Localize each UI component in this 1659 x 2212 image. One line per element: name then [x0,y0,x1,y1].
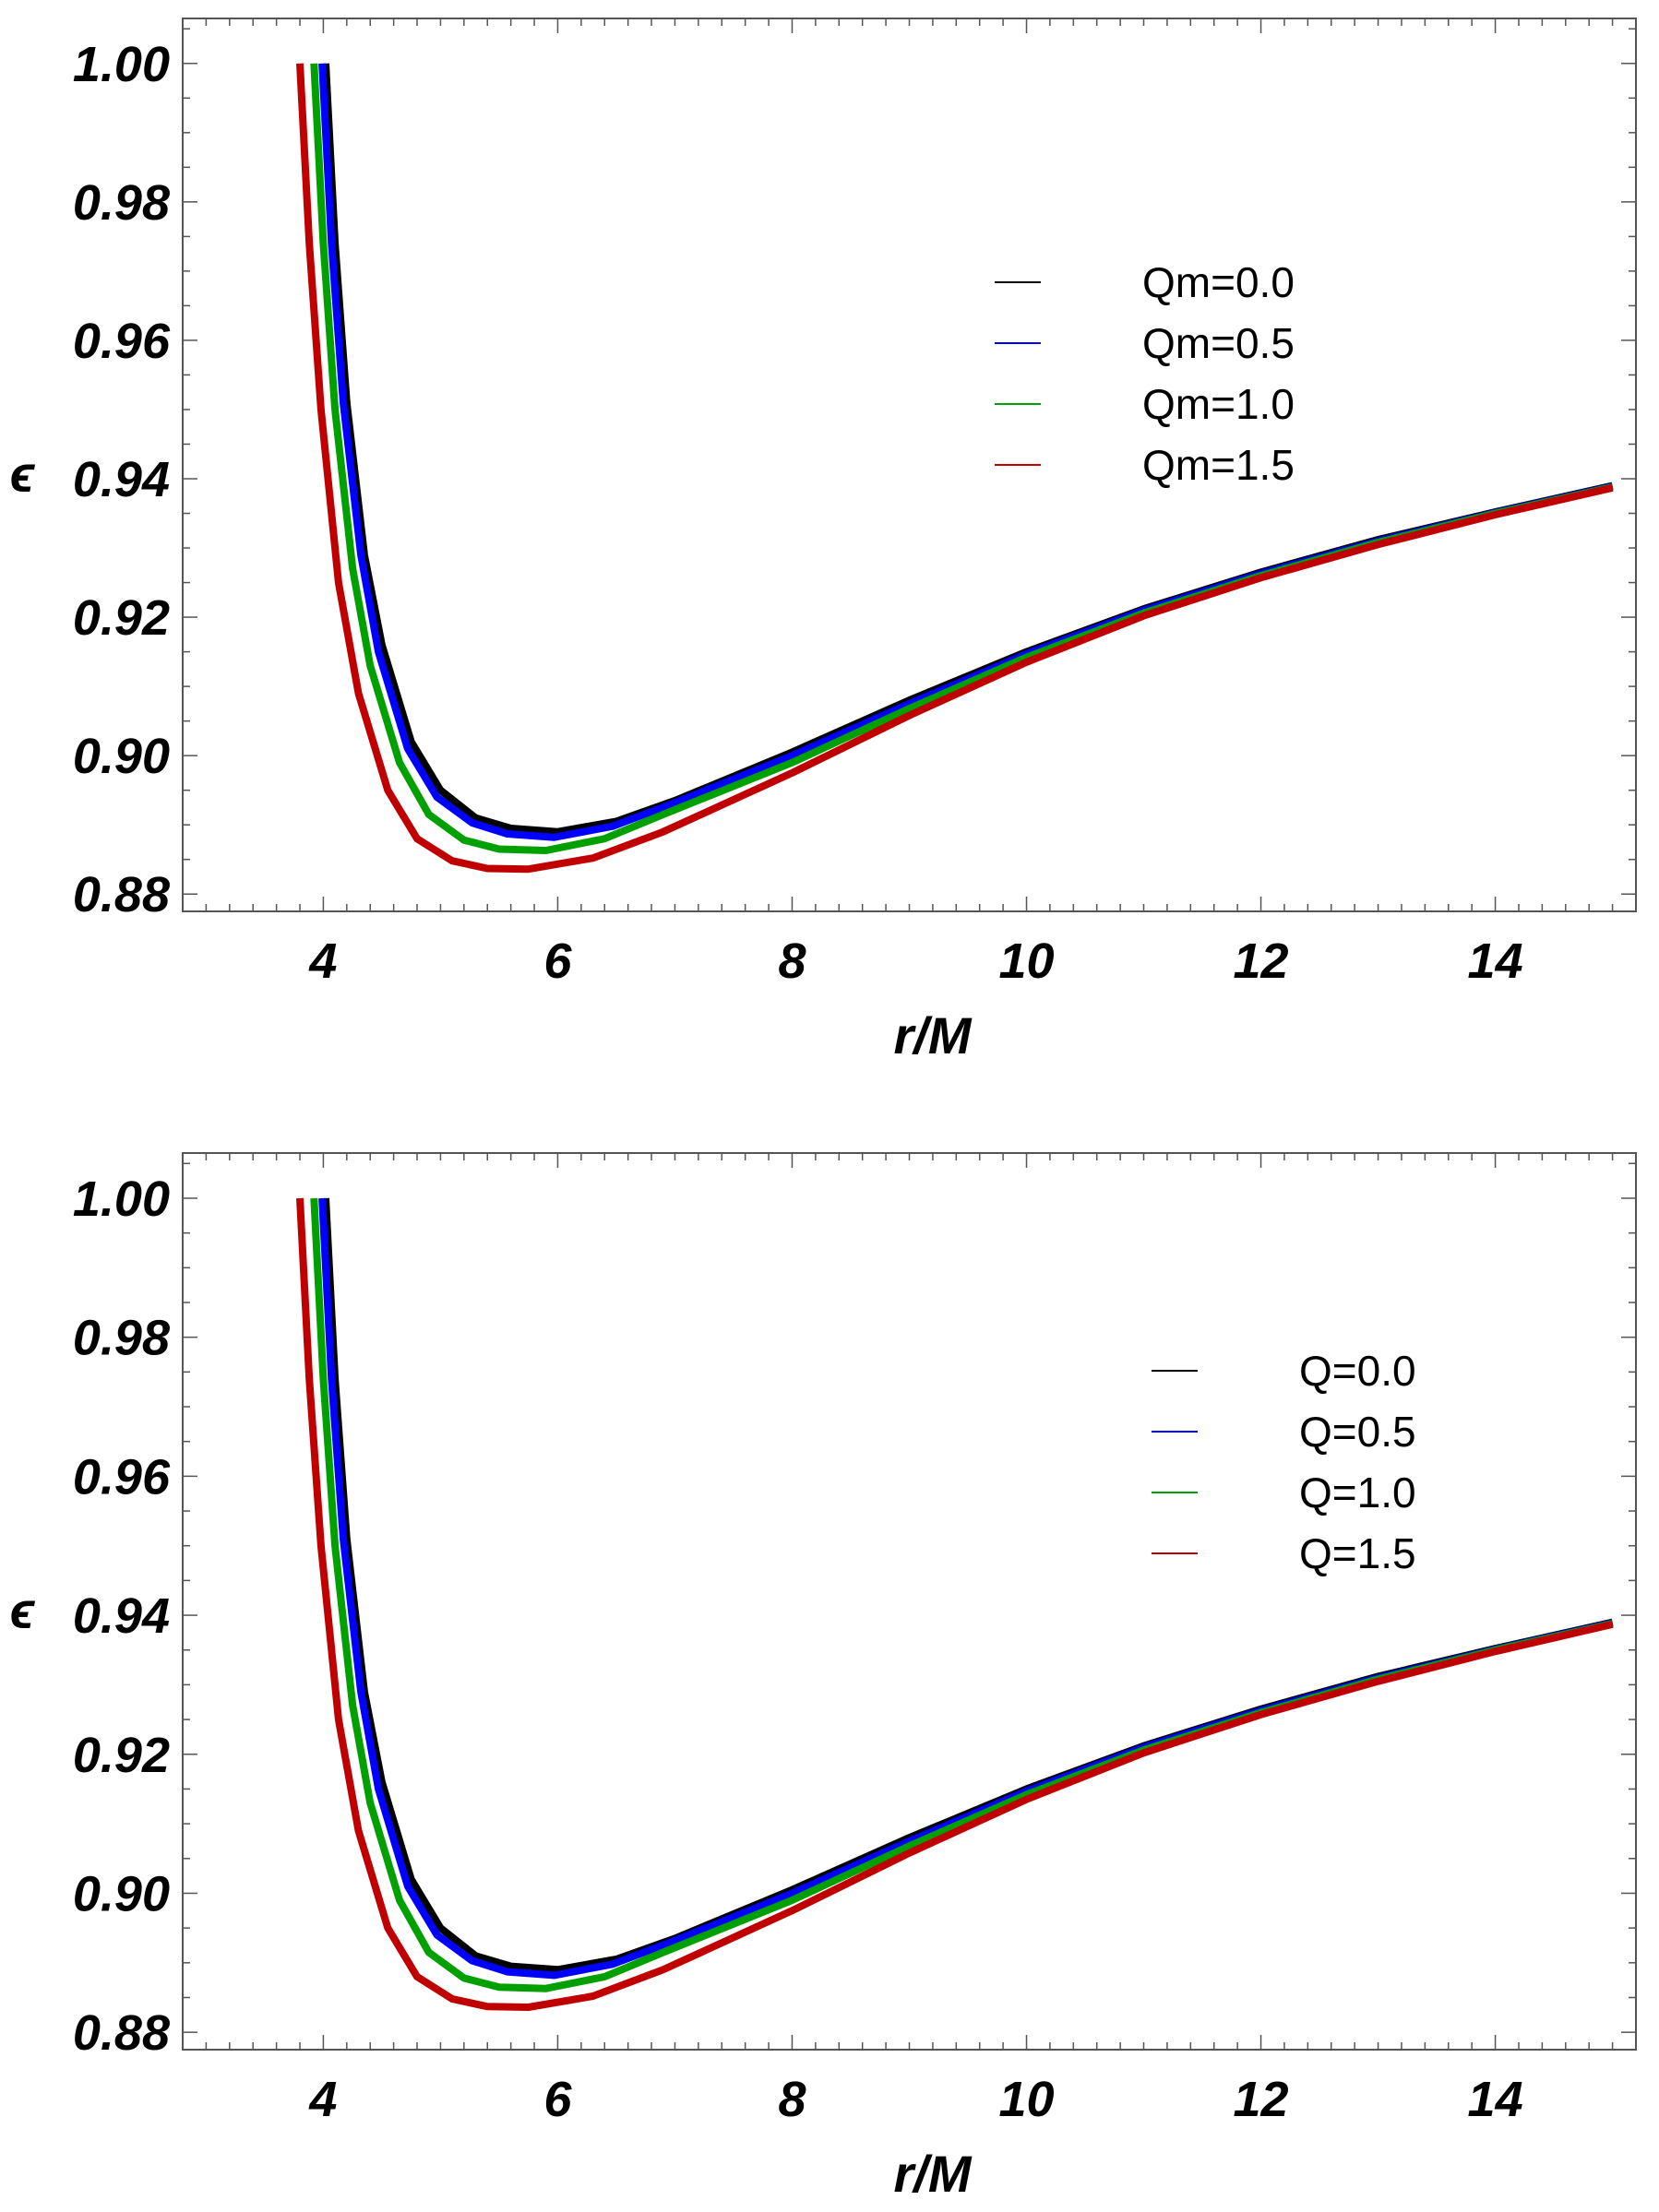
series-line-2 [310,63,1614,854]
x-axis-title: r/M [894,2145,973,2203]
series-line-3 [296,1197,1614,2011]
series-line-0 [322,1197,1614,1974]
y-tick-label: 0.92 [73,590,170,646]
y-axis-title: ϵ [10,445,36,503]
x-tick-label: 6 [543,2072,572,2127]
x-axis-title: r/M [894,1006,973,1064]
plot-frame [182,18,1637,912]
series-line-2 [310,1197,1614,1992]
y-tick-label: 0.94 [73,452,170,507]
x-tick-label: 4 [308,934,337,989]
y-tick-label: 0.90 [73,1866,170,1921]
y-tick-label: 0.92 [73,1728,170,1783]
series-line-0 [322,63,1614,836]
legend-label: Q=0.0 [1299,1347,1416,1395]
y-tick-label: 0.98 [73,1311,170,1366]
x-tick-label: 12 [1234,2072,1289,2127]
y-tick-label: 1.00 [73,37,170,92]
y-tick-label: 0.96 [73,1449,171,1504]
series-line-3 [296,63,1614,874]
legend-label: Qm=1.5 [1142,441,1295,489]
y-axis-title: ϵ [10,1581,36,1639]
legend-label: Q=0.5 [1299,1408,1416,1456]
chart-bottom: 4 6 8 10 12 14 0.88 0.90 0.92 0.94 0.96 0.98 1.00 r/M… [10,1152,1637,2203]
plot-frame [182,1152,1637,2051]
y-tick-label: 0.96 [73,314,171,369]
y-tick-label: 0.90 [73,729,170,784]
x-tick-label: 10 [998,934,1054,989]
x-tick-label: 6 [543,934,572,989]
y-tick-label: 1.00 [73,1171,170,1227]
x-tick-label: 10 [998,2072,1054,2127]
y-tick-label: 0.98 [73,175,170,231]
y-tick-label: 0.94 [73,1588,170,1644]
y-tick-label: 0.88 [73,2005,170,2061]
x-tick-label: 4 [308,2072,337,2127]
legend-label: Qm=1.0 [1142,380,1295,428]
x-tick-label: 8 [778,934,806,989]
x-tick-label: 14 [1468,2072,1523,2127]
legend-label: Q=1.5 [1299,1529,1416,1577]
y-tick-label: 0.88 [73,867,170,922]
x-tick-label: 8 [778,2072,806,2127]
series-line-1 [318,63,1614,841]
chart-top: 4 6 8 10 12 14 0.88 0.90 0.92 0.94 0.96 0.98 1.00 r/M… [10,18,1637,1064]
x-tick-label: 12 [1234,934,1289,989]
series-line-1 [318,1197,1614,1980]
legend-label: Q=1.0 [1299,1469,1416,1516]
legend-label: Qm=0.0 [1142,258,1295,306]
x-tick-label: 14 [1468,934,1523,989]
legend-label: Qm=0.5 [1142,319,1295,367]
